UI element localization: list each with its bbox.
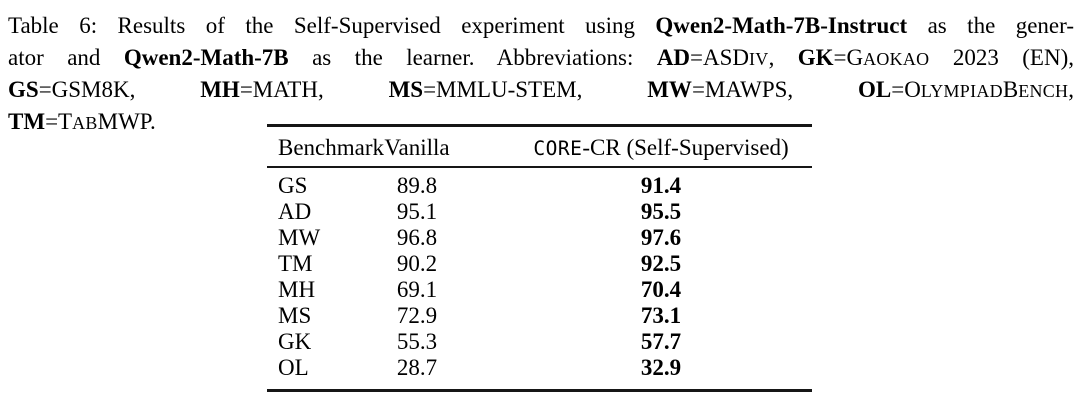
- text-segment: IV: [749, 49, 769, 69]
- caption-line-1: Table 6: Results of the Self-Supervised …: [8, 10, 1074, 42]
- text-segment: =T: [45, 109, 73, 134]
- benchmark-cell: AD: [278, 199, 312, 224]
- text-segment: ,: [768, 45, 798, 70]
- core-cr-score-cell: 97.6: [640, 225, 682, 250]
- text-segment: =O: [891, 77, 921, 102]
- text-segment: AOKAO: [863, 49, 930, 69]
- text-segment: as the gener-: [907, 13, 1074, 38]
- table-row: TM 90.2 92.5: [267, 251, 812, 277]
- text-segment: MS: [388, 77, 424, 102]
- col-header-benchmark: Benchmark: [278, 135, 385, 160]
- benchmark-cell: OL: [278, 355, 309, 380]
- results-table: Benchmark Vanilla CORE-CR (Self-Supervis…: [267, 0, 812, 417]
- text-segment: 2023 (EN),: [929, 45, 1074, 70]
- core-cr-score-cell: 92.5: [640, 251, 682, 276]
- text-segment: as the learner. Abbreviations:: [288, 45, 657, 70]
- benchmark-cell: GK: [278, 329, 312, 354]
- vanilla-score-cell: 55.3: [396, 329, 438, 354]
- text-segment: =G: [833, 45, 864, 70]
- benchmark-cell: MH: [278, 277, 316, 302]
- table-row: AD 95.1 95.5: [267, 199, 812, 225]
- table-row: MS 72.9 73.1: [267, 303, 812, 329]
- vanilla-score-cell: 69.1: [396, 277, 438, 302]
- vanilla-score-cell: 28.7: [396, 355, 438, 380]
- benchmark-cell: MS: [278, 303, 312, 328]
- core-cr-score-cell: 91.4: [640, 173, 682, 198]
- table-header-row: Benchmark Vanilla CORE-CR (Self-Supervis…: [267, 135, 812, 161]
- table-row: GS 89.8 91.4: [267, 173, 812, 199]
- table-caption: Table 6: Results of the Self-Supervised …: [8, 10, 1074, 138]
- text-segment: =ASD: [690, 45, 750, 70]
- vanilla-score-cell: 89.8: [396, 173, 438, 198]
- benchmark-cell: TM: [278, 251, 313, 276]
- text-segment: B: [1002, 77, 1019, 102]
- text-segment: TM: [8, 109, 46, 134]
- text-segment: Qwen2-Math-7B: [123, 45, 289, 70]
- table-top-rule: [267, 124, 812, 127]
- caption-line-4: TM=TABMWP.: [8, 106, 1074, 138]
- text-segment: AD: [656, 45, 691, 70]
- core-cr-score-cell: 70.4: [640, 277, 682, 302]
- benchmark-cell: MW: [278, 225, 321, 250]
- text-segment: MW: [647, 77, 692, 102]
- vanilla-score-cell: 72.9: [396, 303, 438, 328]
- text-segment: GK: [797, 45, 834, 70]
- table-mid-rule: [267, 166, 812, 168]
- col-header-vanilla: Vanilla: [384, 135, 450, 160]
- text-segment: =MATH,: [239, 77, 389, 102]
- table-row: OL 28.7 32.9: [267, 355, 812, 381]
- text-segment: AB: [72, 113, 98, 133]
- table-row: MW 96.8 97.6: [267, 225, 812, 251]
- vanilla-score-cell: 96.8: [396, 225, 438, 250]
- text-segment: Qwen2-Math-7B-Instruct: [655, 13, 908, 38]
- table-body: GS 89.8 91.4 AD 95.1 95.5 MW 96.8 97.6 T…: [267, 173, 812, 381]
- caption-line-3: GS=GSM8K, MH=MATH, MS=MMLU-STEM, MW=MAWP…: [8, 74, 1074, 106]
- text-segment: ator and: [8, 45, 124, 70]
- table-row: GK 55.3 57.7: [267, 329, 812, 355]
- caption-line-2: ator and Qwen2-Math-7B as the learner. A…: [8, 42, 1074, 74]
- text-segment: LYMPIAD: [920, 81, 1003, 101]
- core-cr-score-cell: 95.5: [640, 199, 682, 224]
- text-segment: =MMLU-STEM,: [423, 77, 648, 102]
- col-header-core-cr: CORE-CR (Self-Supervised): [511, 135, 811, 162]
- text-segment: MH: [200, 77, 240, 102]
- table-row: MH 69.1 70.4: [267, 277, 812, 303]
- text-segment: ,: [1068, 77, 1074, 102]
- vanilla-score-cell: 95.1: [396, 199, 438, 224]
- vanilla-score-cell: 90.2: [396, 251, 438, 276]
- text-segment: OL: [858, 77, 892, 102]
- table-bottom-rule: [267, 389, 812, 392]
- text-segment: Table 6: Results of the Self-Supervised …: [8, 13, 656, 38]
- text-segment: =GSM8K,: [38, 77, 201, 102]
- text-segment: GS: [8, 77, 39, 102]
- core-cr-score-cell: 32.9: [640, 355, 682, 380]
- benchmark-cell: GS: [278, 173, 308, 198]
- text-segment: CORE: [533, 137, 583, 160]
- text-segment: ENCH: [1018, 81, 1069, 101]
- text-segment: -CR (Self-Supervised): [582, 135, 789, 160]
- core-cr-score-cell: 57.7: [640, 329, 682, 354]
- core-cr-score-cell: 73.1: [640, 303, 682, 328]
- text-segment: MWP.: [97, 109, 156, 134]
- text-segment: =MAWPS,: [691, 77, 859, 102]
